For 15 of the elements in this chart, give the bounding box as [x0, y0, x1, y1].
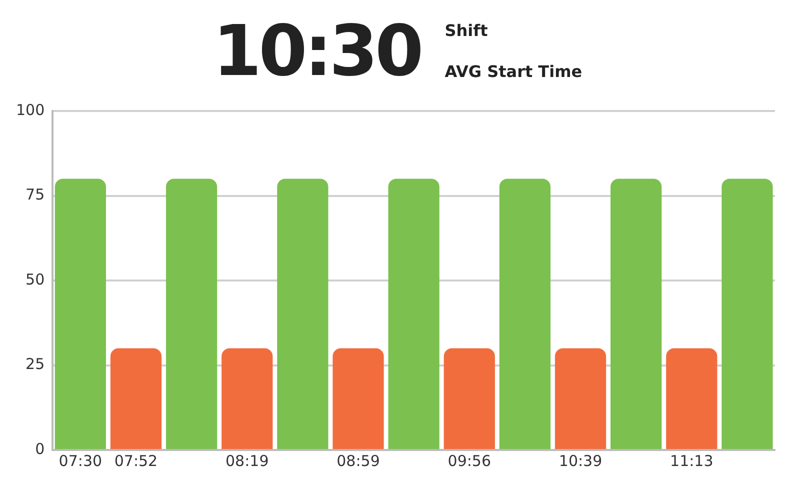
x-tick-label: 09:56: [448, 452, 491, 470]
y-tick-label: 100: [16, 100, 45, 119]
y-tick-label: 75: [26, 186, 45, 204]
y-tick-label: 0: [35, 440, 45, 458]
x-tick-label: 11:13: [670, 452, 714, 470]
x-tick-label: 10:39: [558, 452, 602, 470]
text: Shift: [444, 21, 489, 40]
y-tick-label: 50: [26, 270, 45, 288]
x-tick-label: 07:52: [114, 452, 158, 470]
x-tick-label: 08:59: [336, 452, 380, 470]
y-tick-label: 25: [26, 355, 45, 374]
x-tick-label: 08:19: [225, 452, 269, 470]
x-tick-label: 07:30: [58, 452, 102, 470]
text: AVG Start Time: [444, 62, 582, 81]
chart-title: 10:30: [212, 10, 421, 92]
